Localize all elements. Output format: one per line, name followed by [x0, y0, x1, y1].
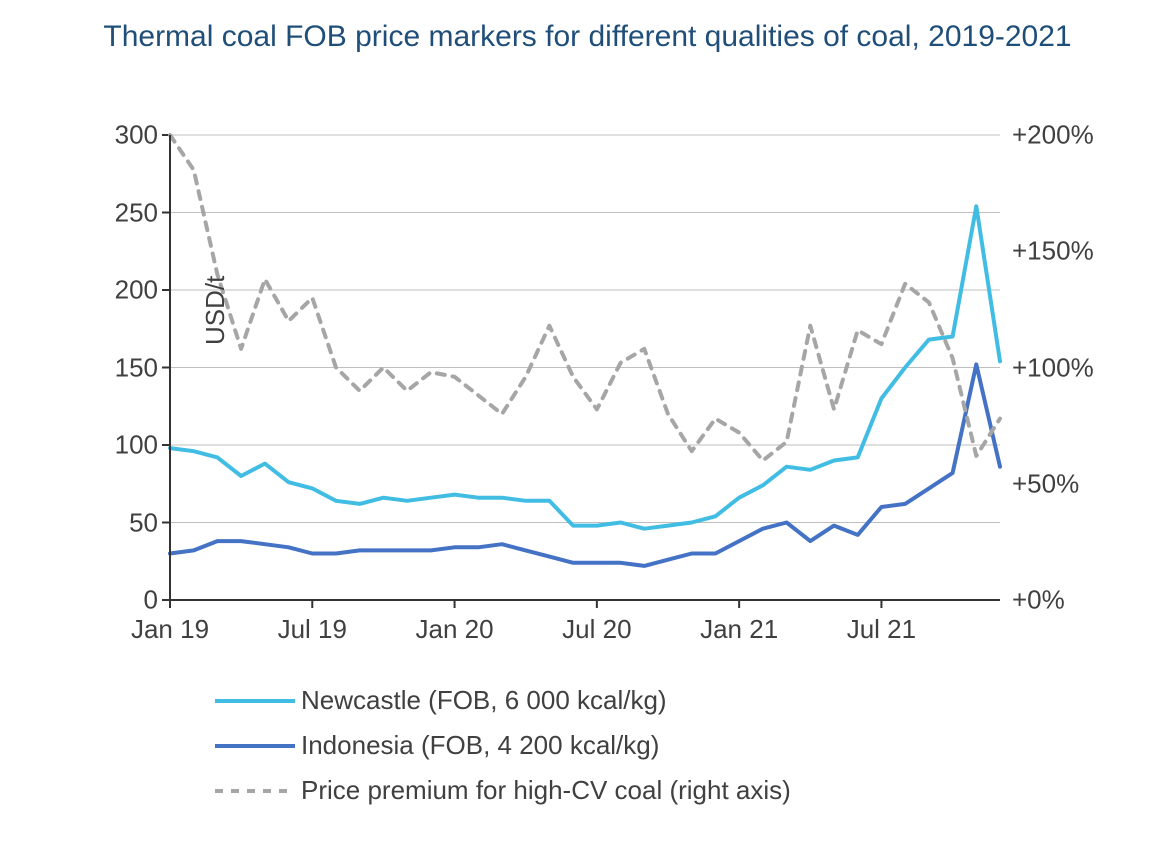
y-axis-left-label: USD/t	[200, 276, 231, 345]
y-tick-left: 300	[115, 120, 158, 151]
x-tick: Jul 21	[847, 614, 916, 645]
y-tick-right: +150%	[1012, 236, 1094, 267]
y-tick-right: +50%	[1012, 468, 1079, 499]
legend-swatch	[215, 785, 295, 797]
legend-item-newcastle: Newcastle (FOB, 6 000 kcal/kg)	[215, 685, 791, 716]
x-tick: Jan 21	[700, 614, 778, 645]
y-tick-left: 150	[115, 352, 158, 383]
legend-item-indonesia: Indonesia (FOB, 4 200 kcal/kg)	[215, 730, 791, 761]
chart-title: Thermal coal FOB price markers for diffe…	[0, 18, 1175, 56]
y-tick-right: +0%	[1012, 585, 1065, 616]
x-tick: Jul 20	[562, 614, 631, 645]
y-tick-right: +200%	[1012, 120, 1094, 151]
legend: Newcastle (FOB, 6 000 kcal/kg) Indonesia …	[215, 685, 791, 806]
x-tick: Jan 20	[416, 614, 494, 645]
x-tick: Jan 19	[131, 614, 209, 645]
legend-label: Price premium for high-CV coal (right ax…	[301, 775, 791, 806]
y-tick-right: +100%	[1012, 352, 1094, 383]
y-tick-left: 250	[115, 197, 158, 228]
legend-swatch	[215, 740, 295, 752]
plot-svg	[170, 135, 1000, 600]
legend-item-premium: Price premium for high-CV coal (right ax…	[215, 775, 791, 806]
chart-container: Thermal coal FOB price markers for diffe…	[0, 0, 1175, 841]
y-tick-left: 200	[115, 275, 158, 306]
plot-area: USD/t 050100150200250300 +0%+50%+100%+15…	[170, 135, 1000, 600]
legend-label: Indonesia (FOB, 4 200 kcal/kg)	[301, 730, 659, 761]
y-tick-left: 100	[115, 430, 158, 461]
legend-swatch	[215, 695, 295, 707]
x-tick: Jul 19	[278, 614, 347, 645]
y-tick-left: 50	[129, 507, 158, 538]
y-tick-left: 0	[144, 585, 158, 616]
legend-label: Newcastle (FOB, 6 000 kcal/kg)	[301, 685, 667, 716]
